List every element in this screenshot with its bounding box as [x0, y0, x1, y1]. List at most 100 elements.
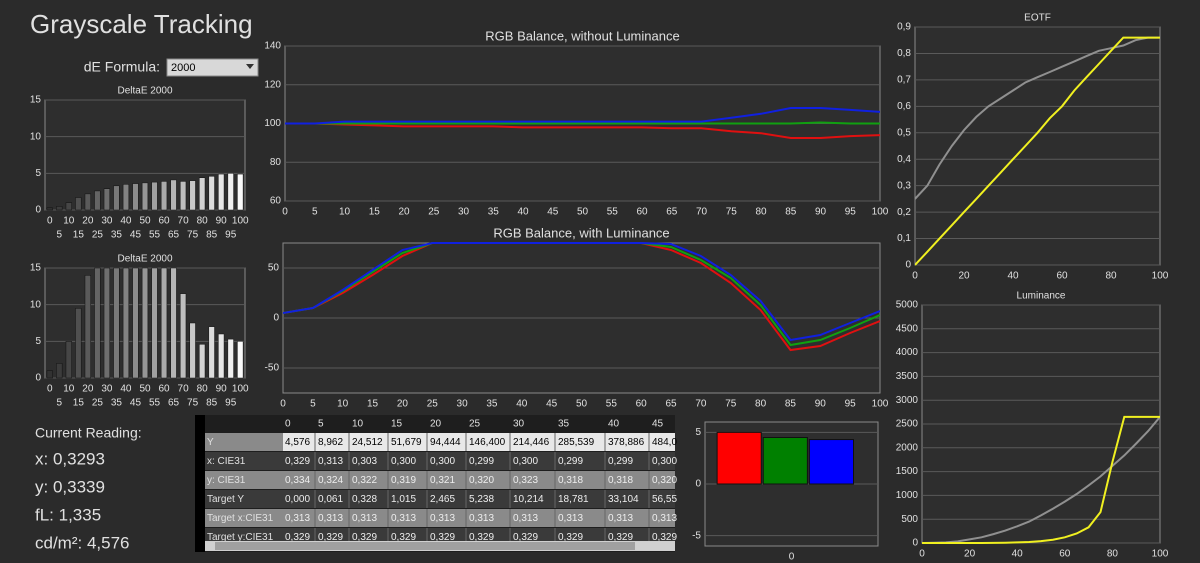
x-tick-label: 80	[1107, 549, 1119, 560]
bar	[208, 176, 215, 211]
reading-heading: Current Reading:	[35, 425, 142, 441]
x-tick-label: 25	[92, 230, 104, 241]
row-label: Target y:CIE31	[207, 532, 274, 543]
table-cell: 0,329	[318, 532, 343, 543]
page-title: Grayscale Tracking	[30, 9, 253, 39]
x-tick-label: 80	[197, 216, 209, 227]
bar	[103, 267, 111, 379]
table-cell: 0,313	[285, 513, 310, 524]
column-header: 45	[652, 419, 664, 430]
table-cell: 0,299	[608, 456, 633, 467]
dropdown-arrow[interactable]	[246, 64, 254, 69]
chart-title: DeltaE 2000	[117, 86, 172, 97]
x-tick-label: 80	[755, 207, 767, 218]
bar	[179, 293, 187, 379]
bar	[218, 333, 225, 379]
x-tick-label: 30	[458, 207, 470, 218]
x-tick-label: 35	[488, 207, 500, 218]
bar	[170, 179, 177, 211]
series-line	[915, 36, 1160, 266]
table-cell: 2,465	[430, 494, 455, 505]
series-line	[285, 122, 880, 139]
table-cell: 0,334	[285, 475, 310, 486]
row-label-cell	[205, 509, 283, 527]
row-label: Target x:CIE31	[207, 513, 274, 524]
table-cell: 0,329	[352, 532, 377, 543]
x-tick-label: 40	[1012, 549, 1024, 560]
bar	[237, 173, 244, 211]
x-tick-label: 45	[546, 399, 558, 410]
x-tick-label: 75	[187, 398, 199, 409]
x-tick-label: 50	[577, 207, 589, 218]
table-cell: 0,313	[469, 513, 494, 524]
y-tick-label: 1500	[896, 466, 919, 477]
x-tick-label: 65	[665, 399, 677, 410]
x-tick-label: 20	[964, 549, 976, 560]
table-row	[205, 471, 675, 489]
table-row	[205, 509, 675, 527]
bar	[762, 437, 808, 485]
row-label-cell	[205, 471, 283, 489]
table-cell: 0,320	[652, 475, 677, 486]
x-tick-label: 10	[337, 399, 349, 410]
x-tick-label: 60	[158, 384, 170, 395]
y-tick-label: 5	[35, 168, 41, 179]
x-tick-label: 0	[919, 549, 925, 560]
bar	[808, 439, 855, 485]
y-tick-label: 0	[35, 205, 41, 216]
bar	[65, 341, 72, 379]
x-tick-label: 0	[47, 384, 53, 395]
table-cell: 0,328	[352, 494, 377, 505]
y-tick-label: 50	[268, 263, 280, 274]
bar	[56, 206, 63, 211]
row-label: Y	[207, 437, 214, 448]
y-tick-label: 60	[270, 196, 282, 207]
table-cell: 285,539	[558, 437, 595, 448]
bar	[132, 267, 139, 379]
plot-marks	[285, 107, 880, 139]
formula-dropdown[interactable]	[166, 58, 259, 77]
x-tick-label: 90	[815, 207, 827, 218]
x-tick-label: 75	[725, 399, 737, 410]
x-tick-label: 60	[636, 207, 648, 218]
series-line	[915, 36, 1160, 200]
bar	[84, 275, 91, 379]
plot-marks	[922, 415, 1160, 544]
x-tick-label: 80	[197, 384, 209, 395]
bar	[189, 180, 196, 211]
bar	[56, 363, 63, 379]
y-tick-label: 0,3	[897, 180, 911, 191]
y-tick-label: -5	[692, 530, 701, 541]
table-cell: 0,324	[318, 475, 343, 486]
x-tick-label: 15	[73, 230, 85, 241]
row-label: y: CIE31	[207, 475, 246, 486]
table-cell: 0,329	[469, 532, 494, 543]
bar	[84, 193, 91, 211]
table-cell: 0,061	[318, 494, 343, 505]
y-tick-label: 120	[264, 79, 281, 90]
plot-marks	[915, 36, 1160, 266]
x-tick-label: 100	[872, 207, 889, 218]
x-tick-label: 10	[339, 207, 351, 218]
bar	[65, 202, 72, 211]
formula-value[interactable]: 2000	[171, 62, 195, 74]
table-cell: 0,321	[430, 475, 455, 486]
table-cell: 56,55	[652, 494, 677, 505]
x-tick-label: 95	[225, 398, 237, 409]
table-cell: 0,300	[513, 456, 538, 467]
bar	[103, 188, 111, 211]
y-tick-label: 2500	[896, 419, 919, 430]
bar	[75, 308, 82, 379]
series-line	[285, 121, 880, 125]
x-tick-label: 55	[606, 399, 618, 410]
y-tick-label: 2000	[896, 442, 919, 453]
table-cell: 8,962	[318, 437, 343, 448]
y-tick-label: 4000	[896, 347, 919, 358]
bar	[237, 341, 244, 379]
plot-marks	[716, 431, 855, 485]
table-cell: 33,104	[608, 494, 639, 505]
x-tick-label: 60	[636, 399, 648, 410]
table-cell: 0,299	[469, 456, 494, 467]
x-tick-label: 85	[206, 398, 218, 409]
bar	[122, 267, 130, 379]
